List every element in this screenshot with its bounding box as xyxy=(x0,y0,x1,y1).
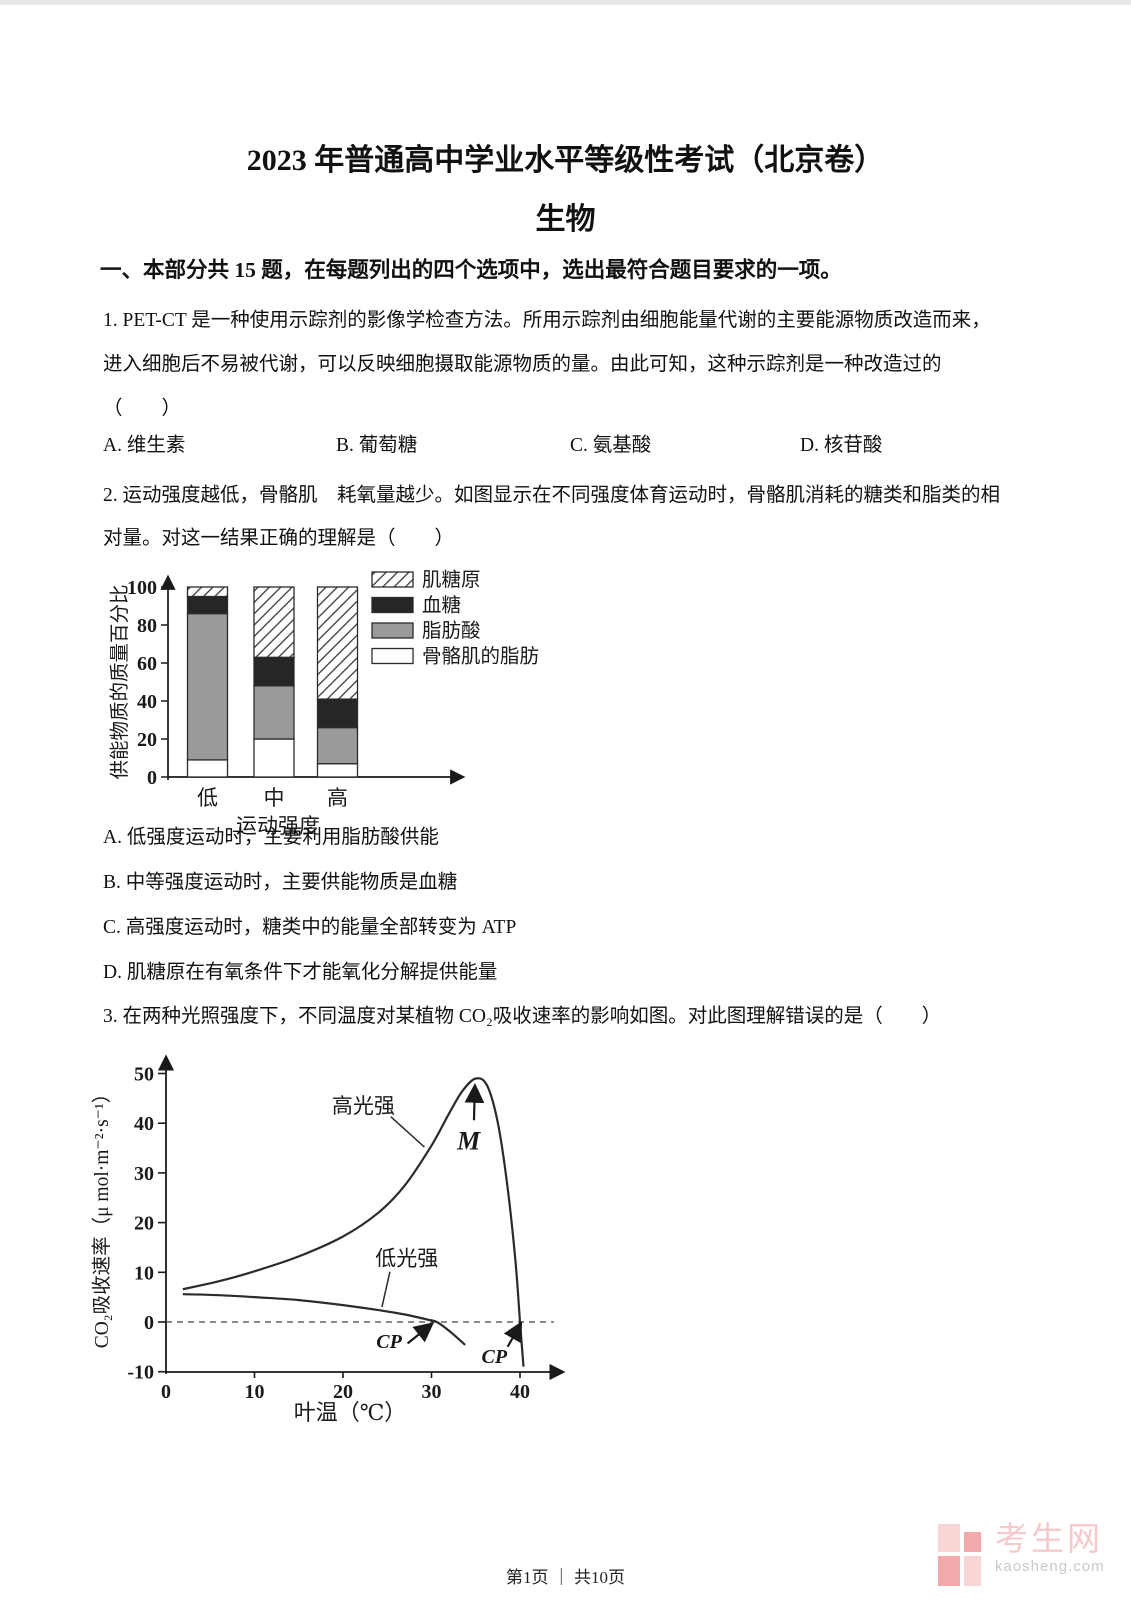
y-axis-label: CO₂吸收速率（μ mol·m⁻²·s⁻¹） xyxy=(91,1084,113,1349)
annotation-label: CP xyxy=(376,1331,402,1353)
y-tick-label: -10 xyxy=(127,1362,154,1384)
bar-segment xyxy=(316,586,359,700)
legend-swatch xyxy=(371,622,414,639)
question-1-option-b: B. 葡萄糖 xyxy=(336,435,418,456)
bar-segment xyxy=(253,685,295,740)
annotation-arrow xyxy=(464,1083,485,1121)
subject-title: 生物 xyxy=(535,203,596,236)
kaosheng-logo-icon xyxy=(938,1524,981,1586)
section-heading: 一、本部分共 15 题，在每题列出的四个选项中，选出最符合题目要求的一项。 xyxy=(100,258,842,282)
question-1-line-1: 1. PET-CT 是一种使用示踪剂的影像学检查方法。所用示踪剂由细胞能量代谢的… xyxy=(103,310,991,331)
x-category-label: 高 xyxy=(327,786,348,810)
scan-artifact xyxy=(0,0,1131,5)
page-title: 2023 年普通高中学业水平等级性考试（北京卷） xyxy=(246,144,885,177)
y-tick-label: 40 xyxy=(134,1113,154,1135)
watermark: 考生网 kaosheng.com xyxy=(938,1522,1105,1586)
y-tick-label: 50 xyxy=(134,1064,154,1086)
question-1-option-a: A. 维生素 xyxy=(103,435,186,456)
bar-segment xyxy=(186,586,229,598)
x-tick-label: 20 xyxy=(333,1381,353,1403)
x-tick-label: 0 xyxy=(161,1381,171,1403)
annotation-label: 高光强 xyxy=(332,1094,395,1118)
annotation-arrow xyxy=(406,1322,435,1345)
x-category-label: 低 xyxy=(197,786,218,810)
legend-label: 脂肪酸 xyxy=(422,620,481,642)
question-1-line-2: 进入细胞后不易被代谢，可以反映细胞摄取能源物质的量。由此可知，这种示踪剂是一种改… xyxy=(103,354,942,375)
annotation-leader xyxy=(381,1271,391,1308)
question-2-option-d: D. 肌糖原在有氧条件下才能氧化分解提供能量 xyxy=(103,962,498,983)
bar-segment xyxy=(186,595,229,615)
bar-segment xyxy=(316,763,359,778)
question-1-line-3: （ ） xyxy=(103,398,182,419)
question-2-option-b: B. 中等强度运动时，主要供能物质是血糖 xyxy=(103,872,458,893)
bar-segment xyxy=(253,738,295,778)
annotation-label: CP xyxy=(482,1346,508,1368)
legend-swatch xyxy=(371,571,414,588)
y-tick-label: 40 xyxy=(137,691,157,713)
question-3-line-1: 3. 在两种光照强度下，不同温度对某植物 CO₂吸收速率的影响如图。对此图理解错… xyxy=(103,1006,942,1027)
question-1-option-d: D. 核苷酸 xyxy=(800,435,883,456)
x-tick-label: 30 xyxy=(422,1381,442,1403)
legend-label: 骨骼肌的脂肪 xyxy=(422,646,539,668)
bar-segment xyxy=(253,656,295,687)
bar-segment xyxy=(186,759,229,778)
bar-segment xyxy=(253,586,295,658)
watermark-domain: kaosheng.com xyxy=(995,1558,1105,1576)
bar-segment xyxy=(186,612,229,761)
x-axis-label: 叶温（℃） xyxy=(294,1400,407,1425)
y-tick-label: 20 xyxy=(134,1213,154,1235)
curve-高光强 xyxy=(182,1077,525,1367)
question-1-option-c: C. 氨基酸 xyxy=(570,435,652,456)
question-2-option-c: C. 高强度运动时，糖类中的能量全部转变为 ATP xyxy=(103,917,517,938)
annotation-label: M xyxy=(456,1127,481,1156)
y-tick-label: 80 xyxy=(137,615,157,637)
y-tick-label: 60 xyxy=(137,653,157,675)
question-2-option-a: A. 低强度运动时，主要利用脂肪酸供能 xyxy=(103,827,439,848)
x-tick-label: 10 xyxy=(245,1381,265,1403)
y-axis-label: 供能物质的质量百分比 xyxy=(109,584,131,779)
y-tick-label: 0 xyxy=(144,1312,154,1334)
co2-absorption-line-chart: -10 0 10 20 30 40 50 0 10 20 30 40 高光强 M 低光强 CP CP CO₂吸收速… xyxy=(91,1054,566,1425)
legend-swatch xyxy=(371,596,414,614)
annotation-label: 低光强 xyxy=(375,1247,438,1271)
page-footer: 第1页 ｜ 共10页 xyxy=(506,1568,625,1587)
legend-label: 血糖 xyxy=(422,595,461,617)
legend-label: 肌糖原 xyxy=(422,569,481,591)
question-2-line-2: 对量。对这一结果正确的理解是（ ） xyxy=(103,528,455,549)
x-category-label: 中 xyxy=(264,786,285,810)
annotation-arrow xyxy=(503,1321,523,1348)
x-axis-label: 运动强度 xyxy=(236,814,320,838)
curve-低光强 xyxy=(182,1293,466,1346)
y-tick-label: 20 xyxy=(137,729,157,751)
y-tick-label: 100 xyxy=(127,577,157,599)
x-tick-label: 40 xyxy=(510,1381,530,1403)
bar-segment xyxy=(316,698,359,729)
y-tick-label: 10 xyxy=(134,1262,154,1284)
question-2-line-1: 2. 运动强度越低，骨骼肌 耗氧量越少。如图显示在不同强度体育运动时，骨骼肌消耗… xyxy=(103,485,1001,506)
legend-swatch xyxy=(371,647,414,665)
watermark-brand: 考生网 xyxy=(995,1522,1103,1558)
annotation-leader xyxy=(390,1116,425,1148)
bar-segment xyxy=(316,726,359,765)
y-tick-label: 30 xyxy=(134,1163,154,1185)
y-tick-label: 0 xyxy=(147,767,157,789)
